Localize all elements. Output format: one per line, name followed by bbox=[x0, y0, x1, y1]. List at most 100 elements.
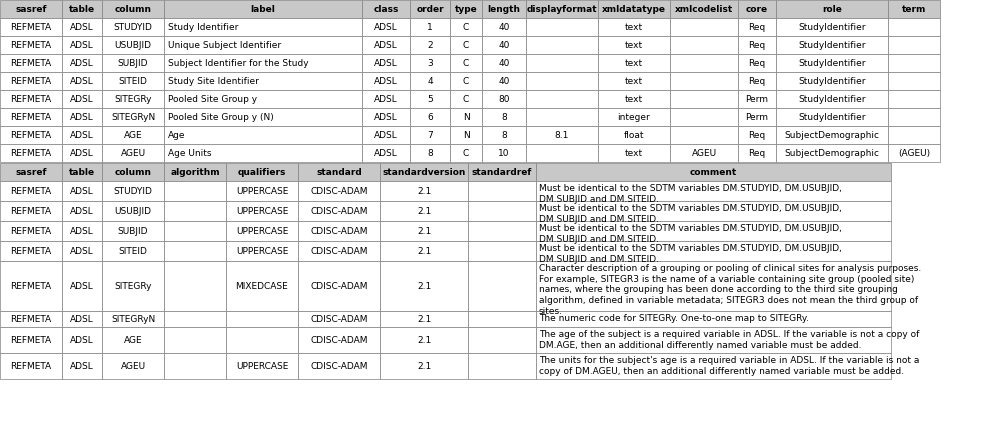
Text: UPPERCASE: UPPERCASE bbox=[236, 247, 288, 256]
Bar bbox=[410, 145, 450, 162]
Text: ADSL: ADSL bbox=[70, 207, 94, 216]
Text: Unique Subject Identifier: Unique Subject Identifier bbox=[168, 42, 281, 50]
Bar bbox=[62, 109, 102, 127]
Text: CDISC-ADAM: CDISC-ADAM bbox=[310, 282, 368, 291]
Bar bbox=[62, 145, 102, 162]
Bar bbox=[738, 73, 776, 91]
Text: ADSL: ADSL bbox=[375, 60, 397, 68]
Text: 4: 4 bbox=[427, 78, 433, 86]
Text: ADSL: ADSL bbox=[70, 95, 94, 104]
Text: term: term bbox=[902, 6, 927, 14]
Bar bbox=[380, 353, 468, 379]
Bar bbox=[362, 109, 410, 127]
Bar bbox=[536, 241, 891, 261]
Text: 1: 1 bbox=[427, 24, 433, 32]
Bar bbox=[226, 327, 298, 353]
Text: Req: Req bbox=[748, 60, 766, 68]
Text: Perm: Perm bbox=[745, 95, 768, 104]
Text: AGE: AGE bbox=[124, 336, 143, 345]
Text: 2.1: 2.1 bbox=[417, 227, 431, 236]
Text: Study Site Identifier: Study Site Identifier bbox=[168, 78, 259, 86]
Bar bbox=[776, 73, 888, 91]
Bar bbox=[536, 353, 891, 379]
Bar bbox=[536, 327, 891, 353]
Bar bbox=[102, 19, 164, 37]
Bar bbox=[670, 127, 738, 145]
Text: CDISC-ADAM: CDISC-ADAM bbox=[310, 207, 368, 216]
Bar bbox=[298, 182, 380, 201]
Bar bbox=[62, 327, 102, 353]
Bar bbox=[62, 261, 102, 311]
Bar bbox=[62, 37, 102, 55]
Bar bbox=[164, 353, 226, 379]
Text: text: text bbox=[625, 42, 643, 50]
Bar bbox=[888, 91, 940, 109]
Text: REFMETA: REFMETA bbox=[11, 78, 52, 86]
Text: StudyIdentifier: StudyIdentifier bbox=[798, 42, 866, 50]
Text: REFMETA: REFMETA bbox=[11, 362, 52, 371]
Bar bbox=[670, 109, 738, 127]
Text: ADSL: ADSL bbox=[375, 42, 397, 50]
Text: Study Identifier: Study Identifier bbox=[168, 24, 239, 32]
Bar bbox=[298, 353, 380, 379]
Bar bbox=[410, 37, 450, 55]
Text: C: C bbox=[463, 149, 469, 158]
Bar bbox=[536, 164, 891, 182]
Text: xmldatatype: xmldatatype bbox=[602, 6, 666, 14]
Bar bbox=[164, 127, 362, 145]
Bar bbox=[164, 73, 362, 91]
Text: 8: 8 bbox=[501, 131, 506, 140]
Text: UPPERCASE: UPPERCASE bbox=[236, 362, 288, 371]
Text: REFMETA: REFMETA bbox=[11, 149, 52, 158]
Bar bbox=[738, 127, 776, 145]
Bar bbox=[776, 127, 888, 145]
Text: Req: Req bbox=[748, 42, 766, 50]
Bar bbox=[598, 91, 670, 109]
Bar bbox=[362, 127, 410, 145]
Text: StudyIdentifier: StudyIdentifier bbox=[798, 95, 866, 104]
Bar bbox=[62, 1, 102, 19]
Text: C: C bbox=[463, 78, 469, 86]
Bar bbox=[164, 55, 362, 73]
Bar bbox=[0, 109, 62, 127]
Bar bbox=[62, 353, 102, 379]
Bar bbox=[0, 127, 62, 145]
Text: 40: 40 bbox=[498, 60, 509, 68]
Bar bbox=[298, 241, 380, 261]
Bar bbox=[738, 1, 776, 19]
Bar bbox=[526, 55, 598, 73]
Text: Pooled Site Group y: Pooled Site Group y bbox=[168, 95, 257, 104]
Bar bbox=[362, 91, 410, 109]
Text: length: length bbox=[488, 6, 520, 14]
Bar bbox=[450, 1, 482, 19]
Bar bbox=[482, 145, 526, 162]
Bar bbox=[526, 19, 598, 37]
Bar bbox=[380, 261, 468, 311]
Text: 2.1: 2.1 bbox=[417, 187, 431, 196]
Text: xmlcodelist: xmlcodelist bbox=[675, 6, 733, 14]
Bar bbox=[62, 55, 102, 73]
Bar bbox=[164, 201, 226, 222]
Bar bbox=[0, 37, 62, 55]
Text: 40: 40 bbox=[498, 42, 509, 50]
Bar bbox=[888, 109, 940, 127]
Text: REFMETA: REFMETA bbox=[11, 187, 52, 196]
Text: ADSL: ADSL bbox=[375, 149, 397, 158]
Text: SUBJID: SUBJID bbox=[118, 227, 149, 236]
Bar bbox=[102, 1, 164, 19]
Bar bbox=[102, 37, 164, 55]
Text: qualifiers: qualifiers bbox=[238, 168, 286, 177]
Bar bbox=[0, 222, 62, 241]
Bar bbox=[410, 91, 450, 109]
Bar bbox=[380, 241, 468, 261]
Bar bbox=[888, 37, 940, 55]
Text: UPPERCASE: UPPERCASE bbox=[236, 207, 288, 216]
Bar bbox=[526, 37, 598, 55]
Bar bbox=[102, 182, 164, 201]
Bar bbox=[226, 311, 298, 327]
Bar bbox=[380, 164, 468, 182]
Bar bbox=[62, 241, 102, 261]
Bar bbox=[410, 109, 450, 127]
Bar bbox=[62, 127, 102, 145]
Text: ADSL: ADSL bbox=[70, 282, 94, 291]
